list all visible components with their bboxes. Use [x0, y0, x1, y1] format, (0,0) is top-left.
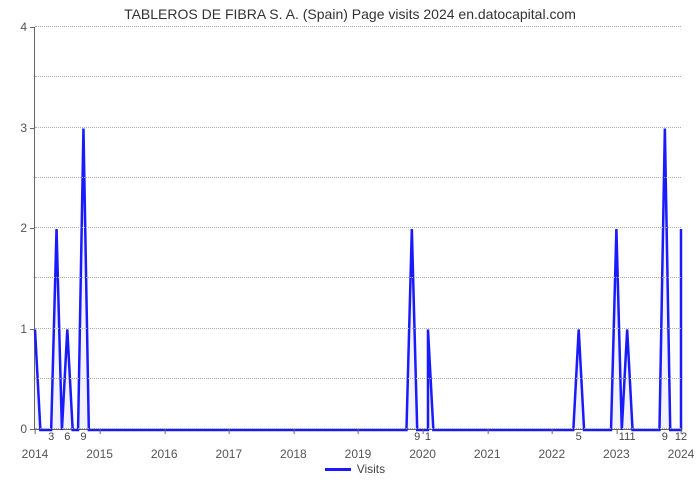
legend: Visits [325, 462, 385, 476]
gridline-h [35, 328, 681, 329]
legend-label: Visits [357, 462, 385, 476]
data-label: 3 [48, 429, 54, 443]
chart-stage: TABLEROS DE FIBRA S. A. (Spain) Page vis… [0, 0, 700, 500]
data-label: 12 [675, 429, 687, 443]
gridline-h [35, 127, 681, 128]
series-area [35, 129, 681, 431]
chart-title: TABLEROS DE FIBRA S. A. (Spain) Page vis… [0, 6, 700, 22]
xtick-year: 2017 [215, 429, 242, 461]
xtick-year: 2022 [538, 429, 565, 461]
data-label: 1 [425, 429, 431, 443]
ytick-label: 4 [20, 20, 35, 34]
ytick-label: 2 [20, 221, 35, 235]
xtick-year: 2015 [86, 429, 113, 461]
data-label: 9 [80, 429, 86, 443]
line-svg [35, 28, 681, 430]
gridline-h [35, 26, 681, 27]
data-label: 1 [629, 429, 635, 443]
gridline-h [35, 378, 681, 379]
gridline-h [35, 277, 681, 278]
xtick-year: 2016 [151, 429, 178, 461]
gridline-h [35, 76, 681, 77]
gridline-h [35, 227, 681, 228]
data-label: 5 [576, 429, 582, 443]
data-label: 9 [414, 429, 420, 443]
data-label: 9 [662, 429, 668, 443]
xtick-year: 2021 [474, 429, 501, 461]
xtick-year: 2019 [345, 429, 372, 461]
xtick-year: 2018 [280, 429, 307, 461]
xtick-year: 2014 [22, 429, 49, 461]
ytick-label: 3 [20, 121, 35, 135]
ytick-label: 1 [20, 322, 35, 336]
plot-area: 0123420142015201620172018201920202021202… [34, 28, 680, 430]
legend-swatch [325, 468, 351, 471]
gridline-h [35, 177, 681, 178]
series-line [35, 129, 681, 431]
data-label: 6 [64, 429, 70, 443]
